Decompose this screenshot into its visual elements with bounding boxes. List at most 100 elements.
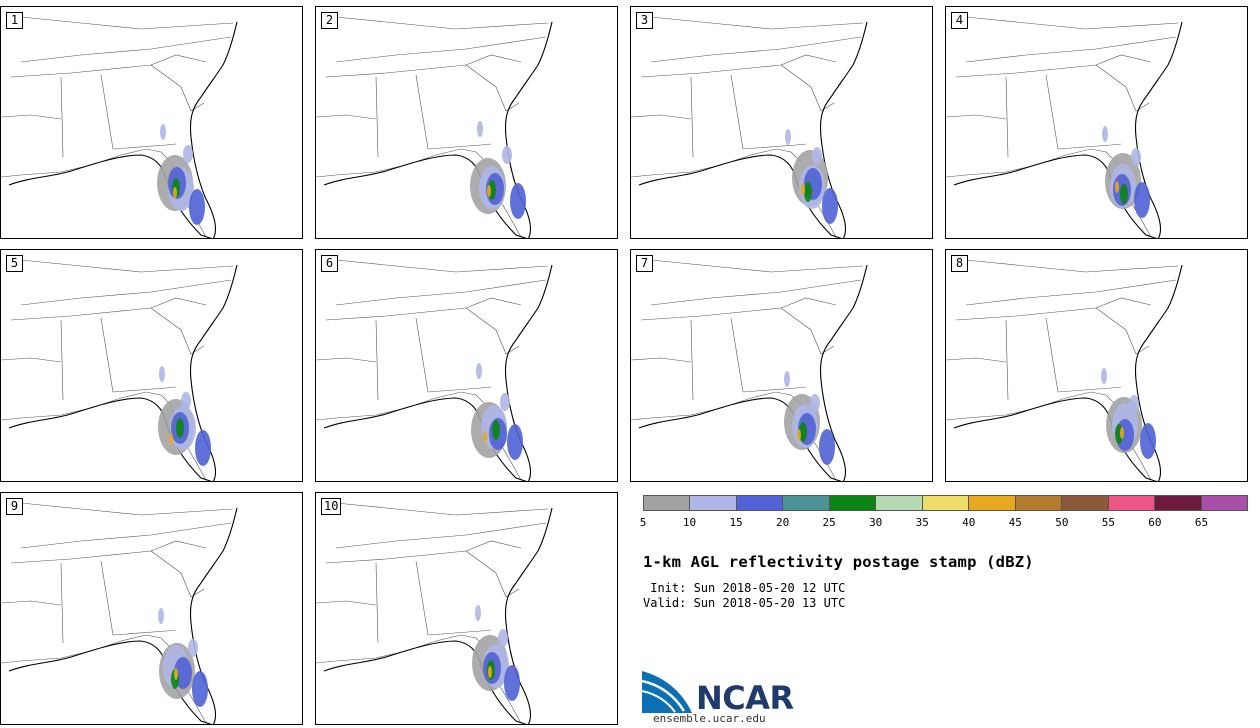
reflectivity-echo: [502, 146, 512, 164]
state-boundary: [316, 357, 377, 363]
state-boundary: [325, 307, 467, 321]
valid-time: Valid: Sun 2018-05-20 13 UTC: [643, 596, 846, 610]
reflectivity-echo: [176, 418, 184, 438]
state-boundary: [325, 550, 467, 564]
state-boundary: [325, 64, 467, 78]
state-boundary: [10, 307, 152, 321]
coastline: [638, 21, 868, 238]
ensemble-member-panel: 10: [315, 492, 618, 725]
reflectivity-echo: [819, 429, 835, 465]
ensemble-member-panel: 9: [0, 492, 303, 725]
colorbar-tick-label: 10: [682, 516, 697, 529]
reflectivity-echo: [169, 433, 173, 445]
ensemble-member-panel: 3: [630, 6, 933, 239]
colorbar-bin: [783, 496, 830, 510]
colorbar-bin: [876, 496, 923, 510]
colorbar-tick-label: 15: [729, 516, 743, 529]
colorbar-tick-label: 20: [775, 516, 790, 529]
colorbar-tick-label: 50: [1055, 516, 1069, 529]
reflectivity-echo: [1120, 184, 1128, 204]
colorbar-bin: [1062, 496, 1109, 510]
reflectivity-echo: [181, 392, 191, 410]
state-boundary: [335, 279, 547, 306]
state-boundary: [465, 54, 522, 66]
reflectivity-echo: [510, 183, 526, 219]
state-boundary: [650, 36, 862, 63]
reflectivity-echo: [475, 605, 481, 621]
state-boundary: [1057, 143, 1122, 150]
reflectivity-echo: [195, 430, 211, 466]
colorbar-bin: [736, 496, 784, 510]
colorbar-bin: [690, 496, 737, 510]
colorbar-bin: [1155, 496, 1202, 510]
reflectivity-echo: [1140, 423, 1156, 459]
state-boundary: [1045, 317, 1059, 393]
state-boundary: [465, 64, 507, 112]
reflectivity-echo: [784, 371, 790, 387]
coastline: [953, 264, 1183, 481]
state-boundary: [100, 74, 114, 150]
basemap: [1, 502, 238, 724]
ensemble-member-panel: 1: [0, 6, 303, 239]
state-boundary: [640, 307, 782, 321]
reflectivity-echo: [804, 182, 812, 202]
state-boundary: [1095, 54, 1152, 66]
colorbar-bin: [1201, 496, 1248, 510]
figure-title: 1-km AGL reflectivity postage stamp (dBZ…: [643, 553, 1034, 571]
state-boundary: [955, 64, 1097, 78]
state-boundary: [100, 317, 114, 393]
colorbar-bin: [644, 496, 691, 510]
ncar-logo-icon: [642, 671, 692, 713]
state-boundary: [20, 36, 232, 63]
state-boundary: [100, 560, 114, 636]
basemap: [316, 502, 553, 724]
colorbar-tick-label: 45: [1008, 516, 1022, 529]
state-boundary: [465, 540, 522, 552]
state-boundary: [780, 307, 822, 355]
reflectivity-echo: [1134, 182, 1150, 218]
reflectivity-echo: [159, 366, 165, 382]
state-boundary: [150, 297, 207, 309]
colorbar-bin: [969, 496, 1016, 510]
state-boundary: [742, 386, 807, 393]
state-boundary: [631, 114, 692, 120]
ensemble-member-panel: 7: [630, 249, 933, 482]
state-boundary: [640, 64, 782, 78]
ensemble-member-panel: 6: [315, 249, 618, 482]
state-boundary: [1, 600, 62, 606]
state-boundary: [150, 540, 207, 552]
state-boundary: [1005, 319, 1009, 401]
state-boundary: [650, 259, 864, 273]
state-boundary: [427, 143, 492, 150]
reflectivity-echo: [483, 431, 487, 443]
coastline: [323, 264, 553, 481]
reflectivity-echo: [476, 363, 482, 379]
reflectivity-echo: [173, 187, 177, 199]
reflectivity-echo: [160, 124, 166, 140]
reflectivity-echo: [158, 608, 164, 624]
colorbar-bin: [922, 496, 970, 510]
state-boundary: [10, 64, 152, 78]
state-boundary: [1095, 297, 1152, 309]
member-number-label: 5: [6, 255, 23, 272]
state-boundary: [335, 259, 549, 273]
state-boundary: [20, 522, 232, 549]
coastline: [953, 21, 1183, 238]
coastline: [8, 21, 238, 238]
member-number-label: 1: [6, 12, 23, 29]
reflectivity-echo: [1131, 148, 1141, 166]
state-boundary: [112, 143, 177, 150]
state-boundary: [415, 74, 429, 150]
colorbar-tick-label: 65: [1194, 516, 1209, 529]
basemap: [946, 259, 1183, 481]
state-boundary: [335, 502, 549, 516]
state-boundary: [742, 143, 807, 150]
state-boundary: [10, 550, 152, 564]
state-boundary: [335, 522, 547, 549]
colorbar-bin: [1108, 496, 1156, 510]
state-boundary: [650, 16, 864, 30]
state-boundary: [965, 259, 1179, 273]
state-boundary: [316, 114, 377, 120]
member-number-label: 6: [321, 255, 338, 272]
state-boundary: [415, 317, 429, 393]
